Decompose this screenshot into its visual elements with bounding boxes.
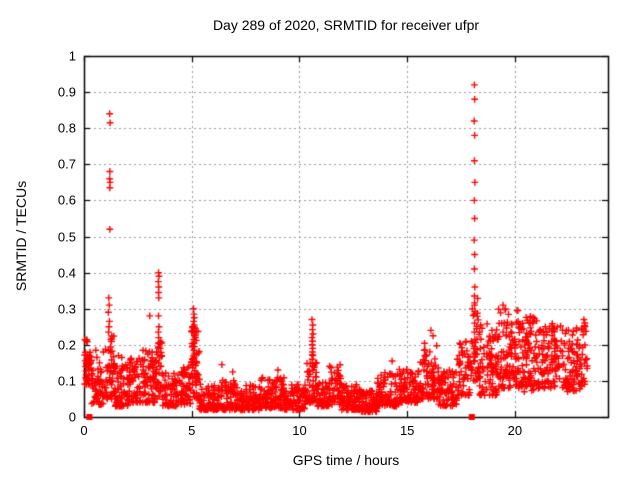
y-tick-label: 1 [68, 48, 76, 64]
y-tick-label: 0 [68, 409, 76, 425]
y-tick-label: 0.4 [57, 265, 76, 281]
y-axis-label: SRMTID / TECUs [13, 180, 29, 292]
y-tick-label: 0.7 [57, 156, 76, 172]
x-axis-label: GPS time / hours [292, 452, 400, 468]
y-tick-label: 0.1 [57, 373, 76, 389]
x-tick-label: 0 [80, 423, 88, 438]
y-tick-label: 0.6 [57, 192, 76, 208]
y-tick-label: 0.3 [57, 301, 76, 317]
chart-title: Day 289 of 2020, SRMTID for receiver ufp… [212, 17, 480, 33]
y-tick-label: 0.5 [57, 229, 76, 244]
y-tick-label: 0.8 [57, 120, 76, 136]
x-tick-label: 5 [188, 423, 196, 438]
x-tick-label: 20 [507, 423, 523, 438]
x-tick-label: 10 [292, 423, 307, 438]
y-tick-label: 0.2 [57, 337, 76, 353]
y-tick-label: 0.9 [57, 84, 76, 100]
x-tick-label: 15 [399, 423, 415, 438]
